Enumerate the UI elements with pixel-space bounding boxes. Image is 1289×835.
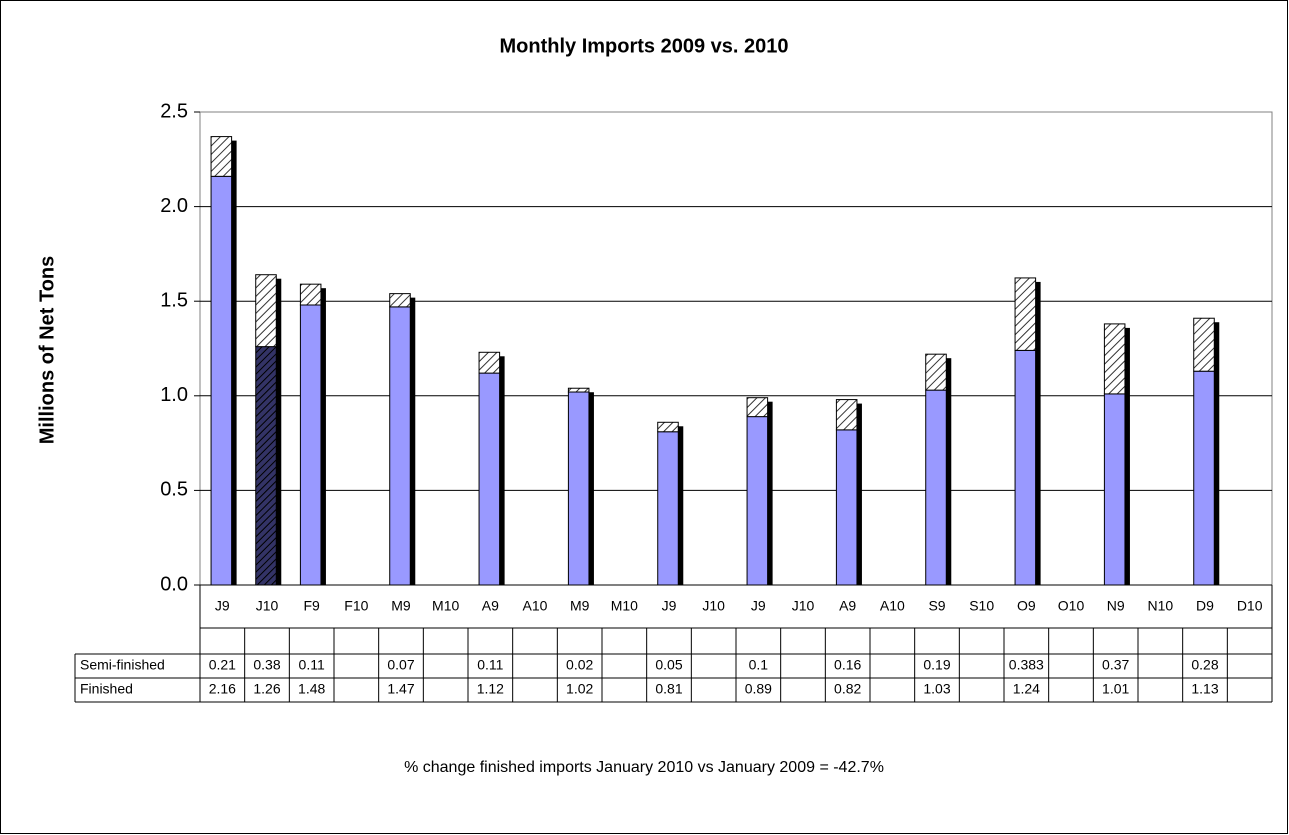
table-cell: 0.21 [209,657,236,673]
table-cell: 1.02 [566,681,593,697]
table-cell: 0.37 [1102,657,1129,673]
table-cell: 1.01 [1102,681,1129,697]
bar-segment [1014,349,1037,586]
bar-segment [255,346,277,586]
y-tick-label: 0.5 [160,479,188,501]
table-cell: 1.26 [253,681,280,697]
bar-segment [299,304,322,586]
table-cell: 0.82 [834,681,861,697]
table-cell: 0.38 [253,657,280,673]
x-tick-label: D10 [1237,598,1263,614]
bar-segment [835,429,858,586]
x-tick-label: M9 [570,598,590,614]
legend-label: Finished [80,681,133,697]
table-cell: 0.383 [1009,657,1044,673]
y-tick-label: 1.5 [160,289,188,311]
bar-segment [746,416,769,586]
table-cell: 0.1 [749,657,769,673]
y-tick-label: 0.0 [160,573,188,595]
table-cell: 1.47 [387,681,414,697]
bar-segment [478,351,501,374]
x-tick-label: J10 [256,598,279,614]
table-cell: 2.16 [209,681,236,697]
plot-area [199,111,1273,586]
bar-segment [1193,317,1215,372]
bar-segment [478,372,501,586]
table-cell: 0.07 [387,657,414,673]
x-tick-label: D9 [1196,598,1214,614]
bar-segment [746,397,769,418]
x-tick-label: M9 [391,598,411,614]
bar-segment [389,306,411,586]
y-tick-label: 1.0 [160,384,188,406]
table-cell: 1.48 [298,681,325,697]
x-tick-label: J10 [792,598,815,614]
x-tick-label: M10 [432,598,459,614]
legend-label: Semi-finished [80,657,165,673]
table-cell: 0.16 [834,657,861,673]
table-cell: 0.19 [923,657,950,673]
x-tick-label: J9 [215,598,230,614]
x-tick-label: J9 [662,598,677,614]
table-cell: 0.11 [299,657,325,673]
table-cell: 0.89 [745,681,772,697]
x-tick-label: S10 [969,598,994,614]
x-tick-label: O10 [1058,598,1085,614]
bar-segment [255,274,277,348]
bar-segment [835,399,858,431]
table-cell: 0.28 [1191,657,1218,673]
chart-title: Monthly Imports 2009 vs. 2010 [499,35,788,57]
table-cell: 1.24 [1013,681,1040,697]
bar-segment [657,421,679,433]
bar-segment [1103,393,1126,586]
bar-segment [210,136,233,177]
bar-segment [299,283,322,306]
x-tick-label: A9 [482,598,499,614]
x-tick-label: S9 [928,598,945,614]
bar-segment [567,391,590,586]
x-tick-label: J10 [702,598,725,614]
x-tick-label: J9 [751,598,766,614]
table-cell: 1.12 [477,681,504,697]
x-tick-label: F9 [303,598,320,614]
table-cell: 0.05 [655,657,682,673]
y-tick-label: 2.0 [160,195,188,217]
bar-segment [925,353,947,391]
table-cell: 0.02 [566,657,593,673]
bar-segment [1014,277,1037,351]
x-tick-label: F10 [344,598,368,614]
y-tick-label: 2.5 [160,100,188,122]
table-cell: 1.13 [1191,681,1218,697]
table-cell: 1.03 [923,681,950,697]
bar-segment [210,175,233,586]
bar-segment [389,293,411,308]
bar-segment [1193,370,1215,586]
x-tick-label: M10 [611,598,638,614]
bar-segment [567,387,590,393]
x-tick-label: A10 [523,598,548,614]
annotation: % change finished imports January 2010 v… [404,759,884,776]
x-tick-label: A10 [880,598,905,614]
x-tick-label: N10 [1147,598,1173,614]
bar-segment [1103,323,1126,395]
bar-segment [657,431,679,586]
bar-segment [925,389,947,586]
x-tick-label: A9 [839,598,856,614]
x-tick-label: O9 [1017,598,1036,614]
y-axis-label: Millions of Net Tons [36,256,58,445]
table-cell: 0.11 [477,657,503,673]
x-tick-label: N9 [1107,598,1125,614]
table-cell: 0.81 [655,681,682,697]
